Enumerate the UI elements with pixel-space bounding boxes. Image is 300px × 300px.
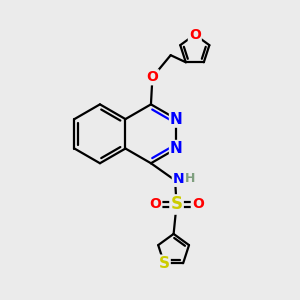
Text: H: H: [185, 172, 196, 185]
Text: N: N: [170, 141, 183, 156]
Text: N: N: [173, 172, 184, 186]
Text: S: S: [159, 256, 170, 271]
Text: O: O: [149, 197, 161, 212]
Text: N: N: [170, 112, 183, 127]
Text: O: O: [189, 28, 201, 42]
Text: O: O: [146, 70, 158, 84]
Text: O: O: [192, 197, 204, 212]
Text: S: S: [171, 196, 183, 214]
